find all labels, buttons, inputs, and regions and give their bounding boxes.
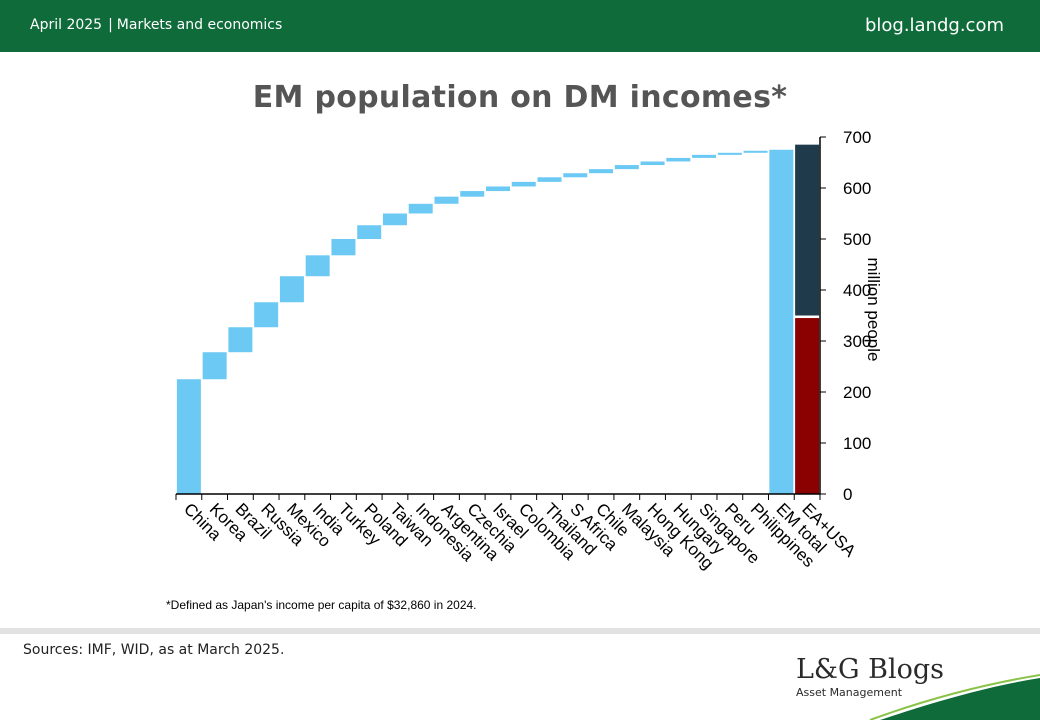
header-separator: | [108,17,113,33]
bar-philippines [743,150,768,153]
logo-brand: L&G Blogs [796,654,944,685]
y-tick-label-400: 400 [843,281,871,300]
bar-colombia [511,181,536,187]
bar-hungary [666,157,691,162]
chart-footnote: *Defined as Japan's income per capita of… [166,598,477,612]
y-tick-label-700: 700 [843,128,871,147]
bar-chile [589,169,614,174]
y-tick-label-300: 300 [843,332,871,351]
chart-title: EM population on DM incomes* [252,80,788,115]
bar-malaysia [614,165,639,170]
bar-ea-usa-lower [795,318,820,494]
y-tick-label-500: 500 [843,230,871,249]
site-link[interactable]: blog.landg.com [864,15,1004,36]
waterfall-chart: ChinaKoreaBrazilRussiaMexicoIndiaTurkeyP… [175,128,883,573]
bar-thailand [537,177,562,182]
bar-mexico [279,276,304,303]
bar-brazil [228,327,253,353]
y-axis-label: million people [864,258,883,362]
header-meta: April 2025 | Markets and economics [30,17,282,33]
footer-divider [0,628,1040,634]
bar-taiwan [382,213,407,226]
bar-czechia [460,191,485,197]
bar-poland [357,225,382,239]
bar-hong-kong [640,161,665,166]
lg-blogs-logo[interactable]: L&G Blogs Asset Management [796,654,944,700]
bar-ea-usa-upper [795,144,820,316]
y-tick-label-100: 100 [843,434,871,453]
bar-russia [254,302,279,328]
top-banner: April 2025 | Markets and economics blog.la… [0,0,1040,52]
bar-em-total [769,149,794,494]
bar-china [176,379,201,494]
bar-argentina [434,196,459,204]
bar-indonesia [408,203,433,214]
bar-india [305,255,330,277]
bar-s-africa [563,173,588,178]
y-tick-label-0: 0 [843,485,852,504]
sources-note: Sources: IMF, WID, as at March 2025. [23,642,285,658]
bar-turkey [331,239,356,256]
publish-date: April 2025 [30,17,103,33]
logo-subtitle: Asset Management [796,686,903,699]
category-link[interactable]: Markets and economics [116,17,283,33]
bar-peru [717,152,742,155]
y-tick-label-600: 600 [843,179,871,198]
y-tick-label-200: 200 [843,383,871,402]
bar-israel [486,186,510,192]
bar-singapore [692,154,717,158]
bar-korea [202,352,227,380]
